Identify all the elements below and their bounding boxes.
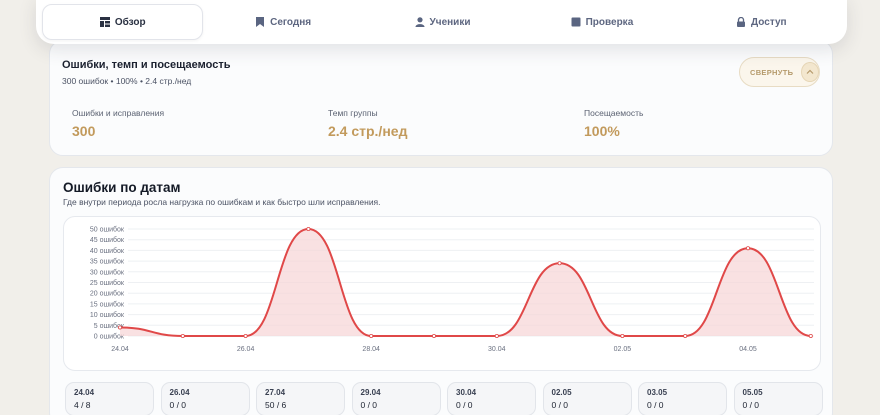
errors-chart-svg: 0 ошибок 5 ошибок 10 ошибок 15 ошибок 20 оши…: [90, 226, 814, 353]
data-point[interactable]: [808, 334, 813, 339]
y-tick-label: 50 ошибок: [90, 226, 125, 234]
data-point[interactable]: [118, 325, 123, 330]
series-area: [120, 229, 811, 336]
tab-access[interactable]: Доступ: [682, 4, 841, 40]
stat-errors-value: 300: [72, 123, 96, 139]
user-icon: [415, 17, 425, 27]
errors-by-date-card: Ошибки по датам Где внутри периода росла…: [49, 167, 833, 415]
day-card-date: 03.05: [647, 388, 668, 397]
chevron-up-icon: [801, 62, 819, 82]
tab-students[interactable]: Ученики: [363, 4, 522, 40]
day-cards-list: 24.04 4 / 8 26.04 0 / 0 27.04 50 / 6 29.04 0 / …: [65, 382, 825, 415]
tab-today-label: Сегодня: [270, 16, 312, 28]
lock-icon: [737, 17, 746, 27]
y-tick-label: 35 ошибок: [90, 258, 125, 266]
x-tick-label: 24.04: [111, 346, 129, 353]
day-card-value: 50 / 6: [265, 400, 287, 410]
tab-review[interactable]: Проверка: [522, 4, 681, 40]
tab-overview[interactable]: Обзор: [42, 4, 204, 40]
tab-overview-label: Обзор: [114, 16, 146, 28]
stat-pace-value: 2.4 стр./нед: [328, 123, 408, 139]
y-tick-label: 25 ошибок: [90, 279, 125, 287]
errors-chart: 0 ошибок 5 ошибок 10 ошибок 15 ошибок 20 оши…: [63, 216, 821, 371]
summary-title: Ошибки, темп и посещаемость: [62, 59, 231, 71]
y-tick-label: 20 ошибок: [90, 290, 125, 298]
day-card-value: 0 / 0: [169, 400, 187, 410]
collapse-button[interactable]: СВЕРНУТЬ: [739, 57, 820, 87]
data-point[interactable]: [180, 334, 185, 339]
data-point[interactable]: [683, 334, 688, 339]
day-card-date: 24.04: [74, 388, 95, 397]
day-card-date: 05.05: [742, 388, 763, 397]
stat-errors-label: Ошибки и исправления: [72, 108, 165, 118]
summary-subtitle: 300 ошибок • 100% • 2.4 стр./нед: [62, 76, 192, 86]
dashboard-icon: [99, 17, 110, 27]
data-point[interactable]: [494, 334, 499, 339]
stat-attendance: Посещаемость 100%: [584, 108, 643, 139]
bookmark-icon: [256, 17, 265, 27]
x-tick-label: 02.05: [614, 346, 632, 353]
day-card[interactable]: 05.05 0 / 0: [733, 382, 823, 415]
data-point[interactable]: [557, 261, 562, 266]
x-tick-label: 28.04: [362, 346, 380, 353]
tab-access-label: Доступ: [751, 16, 787, 28]
data-point[interactable]: [431, 334, 436, 339]
y-tick-label: 30 ошибок: [90, 268, 125, 276]
collapse-button-label: СВЕРНУТЬ: [750, 67, 794, 77]
top-navigation: Обзор Сегодня Ученики Проверка Доступ: [36, 0, 847, 44]
day-card-date: 27.04: [265, 388, 286, 397]
day-card[interactable]: 02.05 0 / 0: [542, 382, 632, 415]
stat-pace: Темп группы 2.4 стр./нед: [328, 108, 407, 139]
errors-subtitle: Где внутри периода росла нагрузка по оши…: [63, 197, 381, 207]
y-tick-label: 40 ошибок: [90, 247, 125, 255]
day-card-date: 26.04: [169, 388, 190, 397]
data-point[interactable]: [243, 334, 248, 339]
stat-errors: Ошибки и исправления 300: [72, 108, 164, 139]
y-tick-label: 0 ошибок: [94, 333, 125, 341]
data-point[interactable]: [620, 334, 625, 339]
day-card[interactable]: 30.04 0 / 0: [447, 382, 536, 415]
y-tick-label: 5 ошибок: [94, 322, 125, 330]
stat-pace-label: Темп группы: [328, 108, 378, 118]
x-tick-label: 26.04: [237, 346, 255, 353]
day-card-date: 02.05: [551, 388, 572, 397]
stat-attendance-value: 100%: [584, 123, 620, 139]
y-tick-label: 45 ошибок: [90, 236, 125, 244]
day-card-value: 0 / 0: [456, 400, 473, 410]
stat-attendance-label: Посещаемость: [584, 108, 644, 118]
data-point[interactable]: [369, 334, 374, 339]
tab-today[interactable]: Сегодня: [203, 4, 362, 40]
day-card-date: 30.04: [456, 388, 477, 397]
data-point[interactable]: [746, 246, 751, 251]
x-tick-label: 30.04: [488, 346, 506, 353]
tab-students-label: Ученики: [429, 16, 471, 28]
summary-card: Ошибки, темп и посещаемость 300 ошибок •…: [49, 40, 833, 156]
y-tick-label: 15 ошибок: [90, 300, 125, 308]
day-card[interactable]: 26.04 0 / 0: [160, 382, 250, 415]
day-card-value: 0 / 0: [360, 400, 378, 410]
day-card[interactable]: 24.04 4 / 8: [65, 382, 154, 415]
day-card-value: 4 / 8: [74, 400, 91, 410]
y-tick-label: 10 ошибок: [90, 311, 125, 319]
tab-review-label: Проверка: [585, 16, 634, 28]
errors-title: Ошибки по датам: [63, 180, 181, 195]
data-point[interactable]: [306, 226, 311, 231]
day-card-value: 0 / 0: [647, 400, 664, 410]
series-line: [119, 227, 811, 337]
square-icon: [571, 17, 581, 27]
x-tick-label: 04.05: [739, 346, 757, 353]
day-card[interactable]: 03.05 0 / 0: [638, 382, 727, 415]
day-card[interactable]: 29.04 0 / 0: [351, 382, 441, 415]
day-card-value: 0 / 0: [551, 400, 569, 410]
day-card-value: 0 / 0: [742, 400, 760, 410]
day-card-date: 29.04: [360, 388, 381, 397]
day-card[interactable]: 27.04 50 / 6: [256, 382, 345, 415]
